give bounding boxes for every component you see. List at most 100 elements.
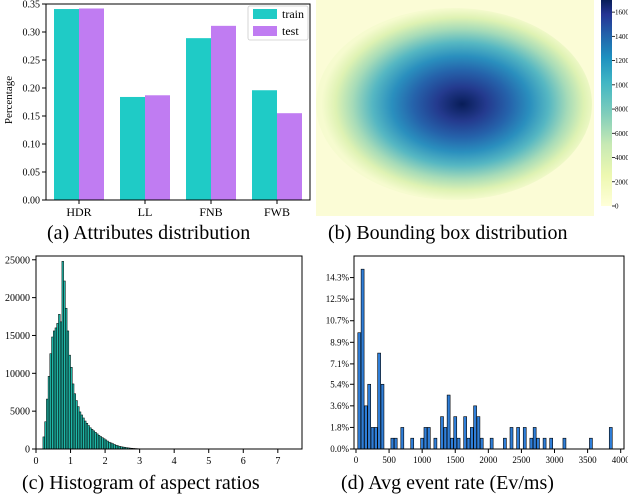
histogram-bar (66, 330, 70, 450)
histogram-bar (562, 437, 567, 450)
histogram-bar (456, 437, 461, 450)
histogram-bar (503, 437, 507, 450)
histogram-bar (110, 442, 113, 450)
chart-a-axes-frame (45, 3, 311, 201)
chart-a-ytick-label: 0.25 (23, 56, 41, 67)
colorbar-tick-label: 8000 (615, 106, 628, 114)
chart-a-bars (54, 8, 302, 201)
chart-a-ylabel: Percentage (3, 76, 15, 124)
histogram-bar (509, 427, 514, 450)
colorbar-tick-label: 2000 (615, 178, 628, 186)
histogram-bar (82, 417, 85, 450)
chart-d-xtick-label: 0 (354, 455, 359, 465)
histogram-bar (374, 427, 378, 450)
chart-d-xtick-label: 2000 (479, 455, 498, 465)
chart-a-xtick-label: FWB (264, 205, 290, 219)
histogram-bar (59, 321, 63, 450)
histogram-bar (70, 367, 73, 450)
histogram-bar (380, 383, 385, 450)
histogram-bar (44, 421, 47, 450)
histogram-bar (400, 427, 405, 450)
bar-test-hdr (79, 8, 104, 201)
chart-d-bars (357, 268, 613, 450)
bar-test-ll (145, 95, 170, 200)
histogram-bar (80, 414, 83, 450)
bar-train-fnb (186, 38, 211, 200)
chart-c-xtick-label: 1 (68, 456, 73, 467)
chart-c-ytick-label: 25000 (5, 255, 30, 266)
chart-c-ytick-label: 20000 (5, 293, 30, 304)
chart-c-ytick-labels: 0 5000 10000 15000 20000 25000 (5, 255, 36, 456)
chart-a-attributes: 0.00 0.05 0.10 0.15 0.20 0.25 0.30 0.35 Percent… (3, 0, 311, 219)
histogram-bar (377, 352, 381, 450)
chart-d-axes-frame (353, 255, 625, 450)
histogram-bar (536, 437, 540, 450)
chart-c-xtick-label: 6 (241, 456, 246, 467)
histogram-bar (466, 437, 471, 450)
caption-c: (c) Histogram of aspect ratios (22, 472, 260, 494)
histogram-bar (446, 394, 451, 450)
histogram-bar (489, 437, 494, 450)
histogram-bar (85, 423, 89, 450)
histogram-bar (440, 416, 444, 450)
bar-train-ll (120, 96, 145, 200)
histogram-bar (42, 436, 45, 450)
histogram-bar (94, 432, 97, 450)
histogram-bar (426, 427, 431, 450)
histogram-bar (46, 398, 49, 450)
chart-a-ytick-label: 0.05 (23, 168, 41, 179)
caption-b: (b) Bounding box distribution (328, 222, 568, 244)
histogram-bar (473, 405, 477, 450)
colorbar-tick-label: 6000 (615, 130, 628, 138)
chart-a-xtick-label: FNB (199, 205, 222, 219)
colorbar-tick-label: 10000 (615, 81, 628, 89)
chart-a-ytick-labels: 0.00 0.05 0.10 0.15 0.20 0.25 0.30 0.35 (23, 0, 46, 207)
chart-d-event-rate-histogram: 0.0%1.8%3.6%5.4%7.1%8.9%10.7%12.5%14.3% … (326, 255, 628, 465)
chart-c-axes-frame (35, 255, 303, 450)
histogram-bar (450, 437, 454, 450)
histogram-bar (542, 437, 547, 450)
histogram-bar (479, 437, 484, 450)
chart-a-ytick-label: 0.20 (23, 84, 41, 95)
chart-d-xtick-label: 500 (382, 455, 396, 465)
bar-test-fnb (211, 25, 236, 201)
histogram-bar (433, 437, 438, 450)
histogram-bar (63, 280, 66, 450)
chart-d-ytick-label: 5.4% (330, 379, 349, 389)
chart-c-ytick-label: 10000 (5, 369, 30, 380)
histogram-bar (101, 437, 104, 450)
chart-a-xtick-label: HDR (66, 205, 91, 219)
histogram-bar (58, 314, 61, 450)
histogram-bar (463, 416, 467, 450)
histogram-bar (72, 383, 75, 450)
histogram-bar (516, 427, 520, 450)
histogram-bar (91, 429, 94, 450)
chart-d-ytick-label: 7.1% (330, 359, 349, 369)
bar-train-fwb (252, 90, 277, 200)
chart-d-xtick-label: 3000 (546, 455, 565, 465)
chart-a-xtick-label: LL (138, 205, 153, 219)
histogram-bar (78, 411, 82, 450)
chart-c-xtick-labels: 0 1 2 3 4 5 6 7 (34, 449, 280, 467)
chart-d-ytick-label: 1.8% (330, 422, 349, 432)
chart-a-ytick-label: 0.00 (23, 196, 41, 207)
histogram-bar (73, 393, 76, 450)
histogram-bar (61, 261, 64, 450)
histogram-bar (357, 332, 362, 450)
histogram-bar (87, 425, 90, 450)
chart-d-xtick-label: 1000 (413, 455, 432, 465)
histogram-bar (476, 416, 481, 450)
histogram-bar (75, 400, 78, 450)
chart-a-ytick-label: 0.30 (23, 28, 41, 39)
histogram-bar (104, 439, 108, 450)
histogram-bar (89, 427, 92, 450)
chart-a-ytick-label: 0.15 (23, 112, 41, 123)
histogram-bar (97, 435, 101, 450)
chart-d-ytick-label: 0.0% (330, 444, 349, 454)
chart-c-bars (42, 261, 142, 450)
histogram-bar (113, 444, 116, 450)
histogram-bar (423, 427, 428, 450)
chart-b-bbox-heatmap: 0 2000 4000 6000 8000 10000 12000 14000 16000 (316, 0, 628, 216)
histogram-bar (470, 427, 474, 450)
chart-d-xtick-label: 4000 (612, 455, 628, 465)
